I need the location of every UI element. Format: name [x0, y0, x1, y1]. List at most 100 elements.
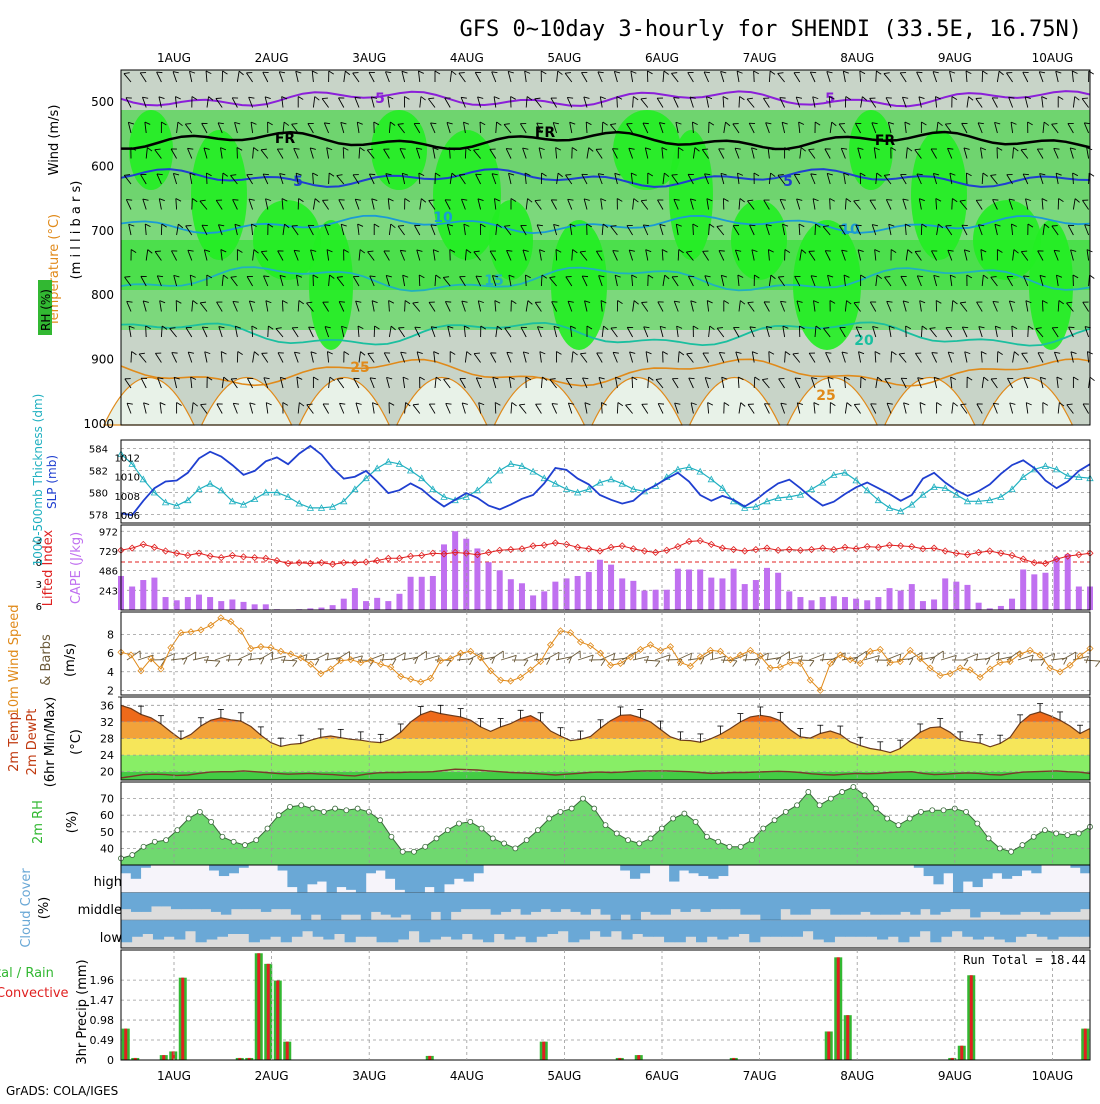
- cloud-bar-low: [259, 920, 270, 939]
- rh-line-marker: [997, 846, 1002, 851]
- cloud-bar-high: [229, 865, 239, 873]
- wind-barb-staff: [815, 224, 816, 235]
- cape-bar: [530, 595, 536, 610]
- precip-convective-bar: [542, 1042, 545, 1060]
- precip-total-label: tal / Rain: [0, 966, 54, 981]
- cloud-bar-low: [739, 920, 750, 934]
- cloud-bar-middle: [760, 893, 770, 921]
- thickness-tick: 578: [89, 511, 108, 522]
- cloud-bar-high: [424, 865, 434, 887]
- wind-barb-staff: [906, 326, 907, 337]
- cloud-bar-low: [920, 920, 931, 931]
- rh-line-marker: [671, 816, 676, 821]
- cloud-bar-low: [313, 920, 324, 937]
- cloud-bar-middle: [401, 893, 411, 915]
- wind-barb-staff: [556, 250, 557, 261]
- cloud-bar-high: [336, 865, 346, 887]
- date-label-top: 7AUG: [743, 51, 777, 65]
- rh-line-marker: [141, 844, 146, 849]
- cloud-bar-low: [866, 920, 877, 937]
- cloud-bar-low: [643, 920, 654, 937]
- cloud-bar-low: [227, 920, 238, 934]
- rh-line-marker: [400, 849, 405, 854]
- cloud-bar-low: [717, 920, 728, 939]
- cloud-bar-low: [515, 920, 526, 937]
- cloud-label: Cloud Cover: [19, 868, 34, 948]
- cloud-bar-low: [1037, 920, 1048, 937]
- cloud-bar-low: [409, 920, 420, 931]
- cloud-bar-middle: [720, 893, 730, 910]
- cloud-bar-high: [317, 865, 327, 882]
- rh-line-marker: [693, 819, 698, 824]
- rh-line-marker: [738, 844, 743, 849]
- cape-bar: [352, 588, 358, 610]
- wind-barb-staff: [617, 97, 618, 108]
- cloud-bar-middle: [1050, 893, 1060, 912]
- cloud-bar-high: [434, 865, 444, 893]
- cloud-bar-middle: [1070, 893, 1080, 912]
- pressure-tick-label: 1000: [83, 417, 114, 431]
- cloud-bar-low: [1005, 920, 1016, 942]
- cloud-bar-middle: [511, 893, 521, 910]
- wind-barb-staff: [131, 352, 132, 363]
- cape-bar: [664, 590, 670, 610]
- cloud-bar-high: [698, 865, 708, 876]
- cloud-bar-high: [953, 865, 963, 893]
- upper-rh-label: RH (%): [39, 289, 53, 331]
- cloud-bar-high: [992, 865, 1002, 873]
- rh-line-marker: [873, 806, 878, 811]
- rh-patch: [309, 220, 353, 350]
- rh-line-marker: [231, 839, 236, 844]
- rh-line-marker: [411, 849, 416, 854]
- rh-line-marker: [704, 834, 709, 839]
- cape-bar: [976, 603, 982, 610]
- cloud-bar-high: [982, 865, 992, 879]
- cloud-bar-low: [685, 920, 696, 937]
- rh-line-marker: [389, 834, 394, 839]
- cloud-bar-middle: [950, 893, 960, 910]
- cloud-bar-low: [1026, 920, 1037, 934]
- cloud-bar-high: [405, 865, 415, 893]
- wind-barb-staff: [754, 377, 755, 388]
- temp-band: [121, 739, 1090, 756]
- rh-patch: [1029, 220, 1073, 350]
- cloud-bar-high: [943, 865, 953, 873]
- wind-barb-staff: [617, 403, 618, 414]
- dewpt2m-label: 2m DewPt: [25, 709, 40, 776]
- thickness-tick: 580: [89, 489, 108, 500]
- rh-patch: [731, 200, 787, 280]
- contour-label: FR: [275, 131, 296, 147]
- precip-convective-bar: [960, 1046, 963, 1060]
- cloud-bar-low: [398, 920, 409, 939]
- rh-line-marker: [941, 808, 946, 813]
- cloud-bar-high: [620, 865, 630, 871]
- temp-tick: 36: [100, 699, 114, 712]
- rh-line-marker: [344, 808, 349, 813]
- rh-line-marker: [930, 808, 935, 813]
- cloud-bar-middle: [770, 893, 780, 921]
- cloud-bar-middle: [171, 893, 181, 910]
- cape-bar: [1042, 573, 1048, 610]
- cloud-bar-high: [297, 865, 307, 893]
- rh-tick: 60: [100, 809, 114, 822]
- cape-bar: [140, 580, 146, 610]
- rh-line-marker: [806, 789, 811, 794]
- wind-barb-staff: [739, 97, 740, 108]
- cape-bar: [385, 601, 391, 610]
- cloud-bar-low: [696, 920, 707, 942]
- cloud-bar-low: [877, 920, 888, 939]
- cloud-bar-low: [238, 920, 249, 934]
- cape-bar: [708, 578, 714, 610]
- cloud-bar-high: [669, 865, 679, 882]
- cloud-bar-high: [708, 865, 718, 879]
- cloud-bar-middle: [1030, 893, 1040, 912]
- cloud-bar-middle: [561, 893, 571, 910]
- cloud-bar-high: [464, 865, 474, 882]
- wind-barb-staff: [206, 173, 207, 184]
- rh-line-marker: [321, 809, 326, 814]
- cloud-bar-low: [771, 920, 782, 937]
- cloud-bar-high: [973, 865, 983, 887]
- cloud-bar-low: [845, 920, 856, 937]
- cloud-bar-low: [164, 920, 175, 937]
- cloud-bar-middle: [880, 893, 890, 915]
